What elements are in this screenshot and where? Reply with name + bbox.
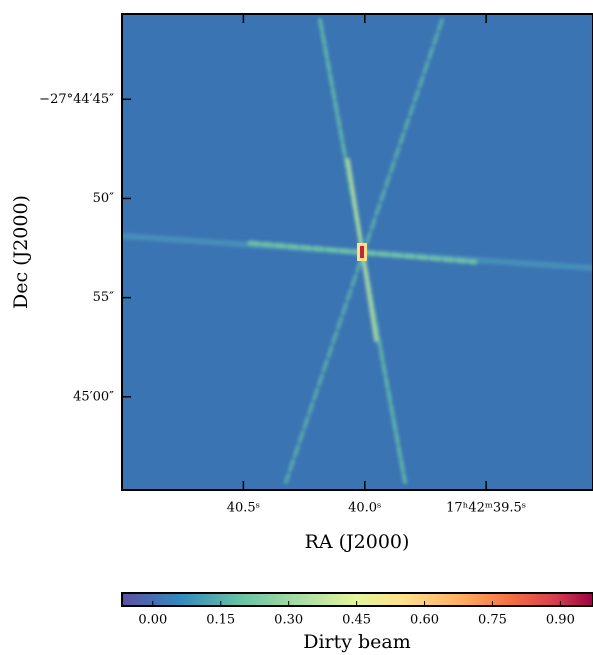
- colorbar: [121, 592, 593, 607]
- y-tick-label: −27°44′45″: [39, 92, 114, 107]
- colorbar-tick-label: 0.30: [274, 613, 303, 628]
- colorbar-tick-label: 0.90: [546, 613, 575, 628]
- colorbar-tick-label: 0.60: [410, 613, 439, 628]
- y-axis-label: Dec (J2000): [10, 195, 32, 309]
- beam-image: [122, 14, 593, 490]
- plot-frame: [121, 13, 593, 491]
- y-tick-label: 50″: [93, 191, 115, 206]
- x-tick-label: 40.5ˢ: [227, 501, 260, 516]
- colorbar-tick-label: 0.45: [342, 613, 371, 628]
- x-tick-label: 17ʰ42ᵐ39.5ˢ: [446, 501, 526, 516]
- y-tick-label: 45′00″: [73, 389, 114, 404]
- y-tick-label: 55″: [93, 290, 115, 305]
- x-tick-label: 40.0ˢ: [348, 501, 381, 516]
- colorbar-tick-label: 0.15: [206, 613, 235, 628]
- x-axis-label: RA (J2000): [305, 531, 410, 553]
- colorbar-label: Dirty beam: [303, 631, 411, 653]
- colorbar-tick-label: 0.75: [478, 613, 507, 628]
- colorbar-tick-label: 0.00: [138, 613, 167, 628]
- peak: [360, 246, 364, 258]
